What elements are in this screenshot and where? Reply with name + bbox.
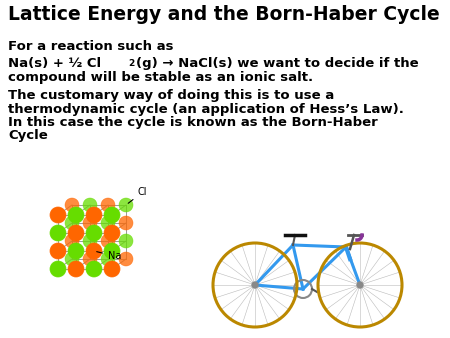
Circle shape — [101, 216, 115, 230]
Circle shape — [104, 243, 120, 259]
Circle shape — [68, 261, 84, 277]
Circle shape — [101, 198, 115, 212]
Text: 2: 2 — [128, 59, 135, 69]
Circle shape — [86, 207, 102, 223]
Circle shape — [68, 207, 84, 223]
Circle shape — [119, 252, 133, 266]
Circle shape — [119, 198, 133, 212]
Circle shape — [68, 225, 84, 241]
Circle shape — [104, 207, 120, 223]
Circle shape — [252, 282, 258, 288]
Circle shape — [65, 234, 79, 248]
Circle shape — [83, 216, 97, 230]
Text: Cl: Cl — [128, 187, 148, 203]
Text: Cycle: Cycle — [8, 129, 48, 143]
Text: Na(s) + ½ Cl: Na(s) + ½ Cl — [8, 57, 101, 70]
Circle shape — [50, 261, 66, 277]
Circle shape — [104, 261, 120, 277]
Circle shape — [83, 234, 97, 248]
Circle shape — [83, 252, 97, 266]
Text: In this case the cycle is known as the Born-Haber: In this case the cycle is known as the B… — [8, 116, 378, 129]
Circle shape — [119, 234, 133, 248]
Circle shape — [50, 225, 66, 241]
Circle shape — [65, 252, 79, 266]
Circle shape — [104, 225, 120, 241]
Circle shape — [65, 198, 79, 212]
Text: compound will be stable as an ionic salt.: compound will be stable as an ionic salt… — [8, 71, 313, 84]
Circle shape — [86, 261, 102, 277]
Text: (g) → NaCl(s) we want to decide if the: (g) → NaCl(s) we want to decide if the — [136, 57, 419, 70]
Text: thermodynamic cycle (an application of Hess’s Law).: thermodynamic cycle (an application of H… — [8, 102, 404, 116]
Text: Na: Na — [97, 251, 122, 261]
Circle shape — [101, 252, 115, 266]
Circle shape — [50, 207, 66, 223]
Text: For a reaction such as: For a reaction such as — [8, 40, 174, 53]
Circle shape — [101, 234, 115, 248]
Circle shape — [68, 243, 84, 259]
Text: Lattice Energy and the Born-Haber Cycle: Lattice Energy and the Born-Haber Cycle — [8, 5, 440, 24]
Circle shape — [83, 198, 97, 212]
Circle shape — [357, 282, 363, 288]
Circle shape — [86, 243, 102, 259]
Circle shape — [86, 225, 102, 241]
Circle shape — [50, 243, 66, 259]
Text: The customary way of doing this is to use a: The customary way of doing this is to us… — [8, 89, 334, 102]
Circle shape — [119, 216, 133, 230]
Circle shape — [65, 216, 79, 230]
